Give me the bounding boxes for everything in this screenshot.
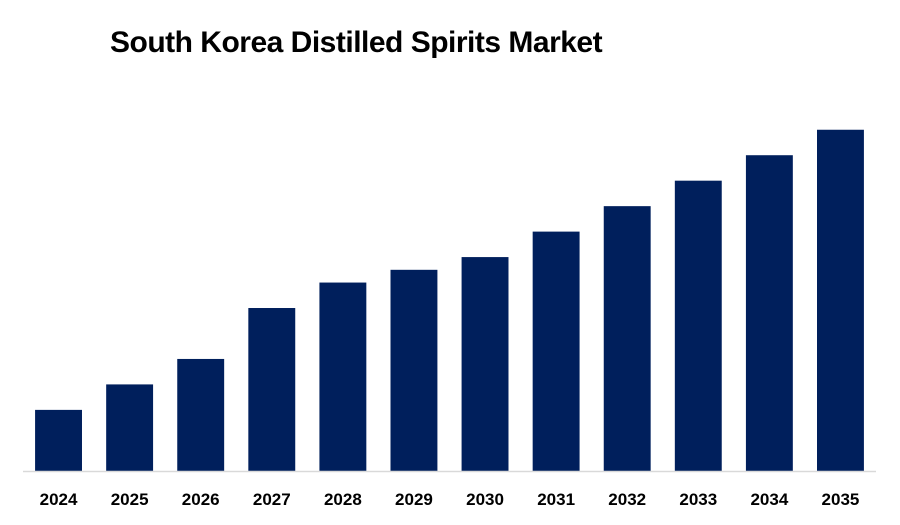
- bar-2024: [35, 409, 82, 471]
- x-tick-label-2024: 2024: [40, 490, 78, 509]
- bar-2028: [319, 282, 367, 471]
- x-tick-label-2025: 2025: [111, 490, 149, 509]
- x-tick-label-2026: 2026: [182, 490, 220, 509]
- bar-2032: [603, 206, 651, 471]
- x-tick-label-2027: 2027: [253, 490, 291, 509]
- chart-title: South Korea Distilled Spirits Market: [110, 26, 603, 59]
- x-tick-label-2035: 2035: [822, 490, 860, 509]
- bar-2031: [532, 231, 580, 471]
- x-tick-label-2032: 2032: [608, 490, 646, 509]
- x-tick-label-2029: 2029: [395, 490, 433, 509]
- bar-2027: [248, 308, 296, 471]
- x-tick-label-2034: 2034: [750, 490, 788, 509]
- bar-2034: [745, 155, 793, 471]
- bar-2030: [461, 257, 509, 471]
- x-tick-labels: 2024 2025 2026 2027 2028 2029 2030 2031 2032 2033…: [40, 490, 860, 509]
- x-tick-label-2028: 2028: [324, 490, 362, 509]
- bar-2029: [390, 269, 438, 471]
- bars-group: [35, 129, 864, 471]
- bar-2026: [177, 358, 225, 471]
- bar-2025: [106, 384, 154, 471]
- bar-2033: [674, 180, 722, 471]
- bar-2035: [817, 129, 864, 471]
- x-tick-label-2030: 2030: [466, 490, 504, 509]
- x-tick-label-2033: 2033: [679, 490, 717, 509]
- x-tick-label-2031: 2031: [537, 490, 575, 509]
